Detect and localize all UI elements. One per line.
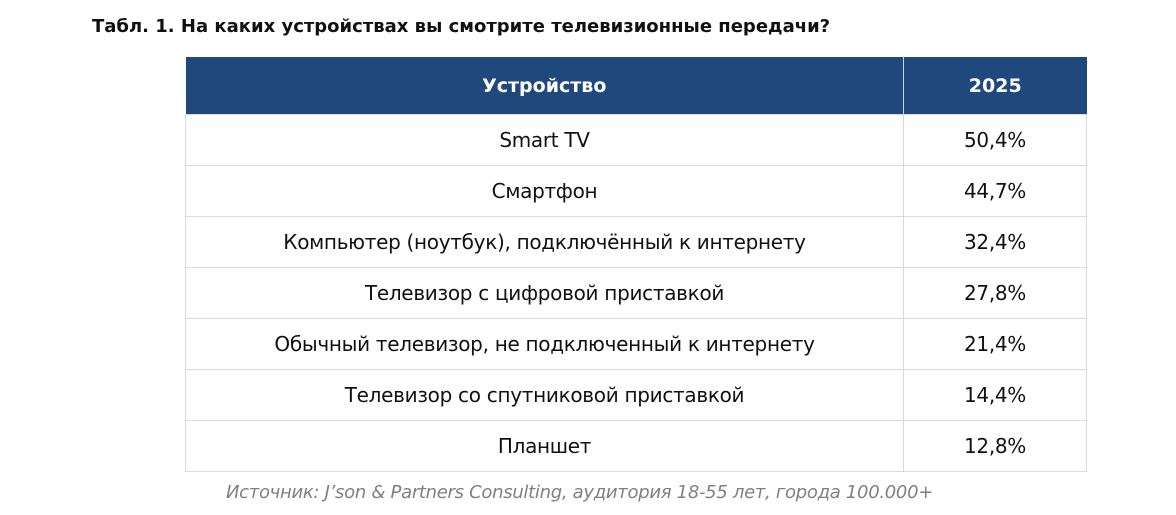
- device-cell: Смартфон: [185, 165, 904, 217]
- device-cell: Обычный телевизор, не подключенный к инт…: [185, 318, 904, 370]
- table-row: Компьютер (ноутбук), подключённый к инте…: [185, 216, 1087, 268]
- device-cell: Планшет: [185, 420, 904, 472]
- table-row: Планшет 12,8%: [185, 420, 1087, 472]
- data-table: Устройство 2025 Smart TV 50,4% Смартфон 44,…: [185, 57, 1087, 472]
- value-cell: 44,7%: [903, 165, 1087, 217]
- value-cell: 50,4%: [903, 114, 1087, 166]
- table-row: Smart TV 50,4%: [185, 114, 1087, 166]
- table-row: Телевизор с цифровой приставкой 27,8%: [185, 267, 1087, 319]
- value-cell: 14,4%: [903, 369, 1087, 421]
- device-cell: Телевизор с цифровой приставкой: [185, 267, 904, 319]
- device-cell: Компьютер (ноутбук), подключённый к инте…: [185, 216, 904, 268]
- table-header-row: Устройство 2025: [185, 57, 1087, 115]
- table-row: Смартфон 44,7%: [185, 165, 1087, 217]
- value-cell: 21,4%: [903, 318, 1087, 370]
- header-year: 2025: [903, 57, 1087, 115]
- device-cell: Телевизор со спутниковой приставкой: [185, 369, 904, 421]
- table-row: Телевизор со спутниковой приставкой 14,4%: [185, 369, 1087, 421]
- table-row: Обычный телевизор, не подключенный к инт…: [185, 318, 1087, 370]
- source-note: Источник: J’son & Partners Consulting, а…: [226, 482, 934, 503]
- table-title: Табл. 1. На каких устройствах вы смотрит…: [92, 16, 831, 37]
- device-cell: Smart TV: [185, 114, 904, 166]
- value-cell: 12,8%: [903, 420, 1087, 472]
- value-cell: 32,4%: [903, 216, 1087, 268]
- value-cell: 27,8%: [903, 267, 1087, 319]
- header-device: Устройство: [185, 57, 904, 115]
